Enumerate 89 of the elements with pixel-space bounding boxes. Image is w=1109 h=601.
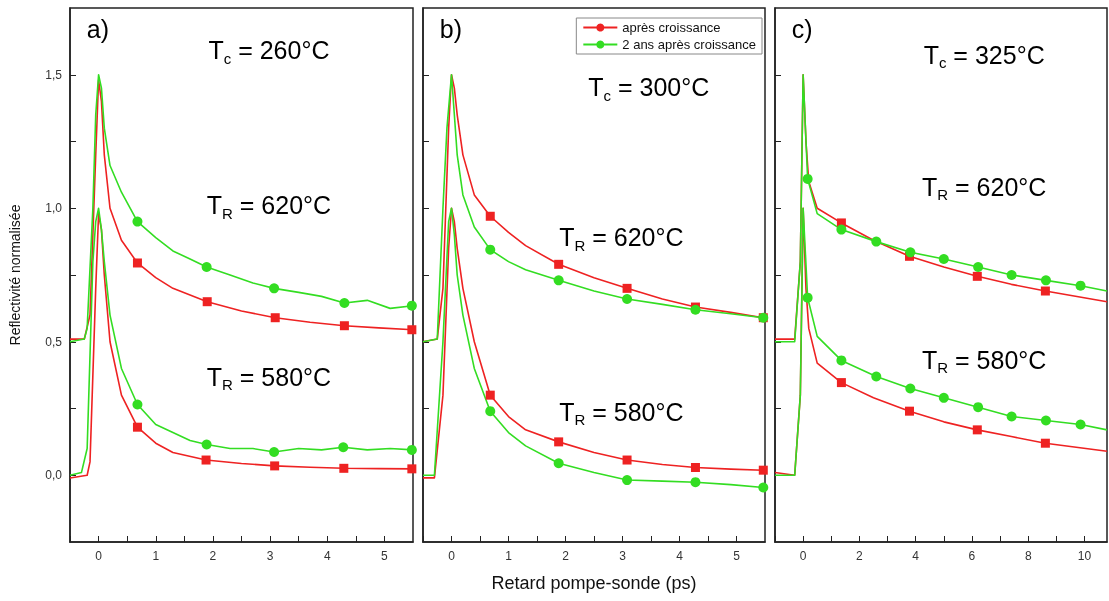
- point: [622, 283, 632, 293]
- point: [1006, 411, 1017, 422]
- point: [1075, 419, 1086, 430]
- annotation: c): [791, 15, 813, 44]
- point: [836, 224, 847, 235]
- x-tick-label: 0: [799, 549, 807, 563]
- x-tick-label: 0: [95, 549, 103, 563]
- point: [1006, 270, 1017, 280]
- x-tick-label: 5: [733, 549, 741, 563]
- y-tick-label: 1,5: [45, 67, 63, 82]
- point: [202, 297, 212, 307]
- point: [938, 392, 949, 403]
- point: [973, 402, 984, 413]
- x-tick-label: 3: [619, 549, 627, 563]
- point: [553, 275, 564, 286]
- x-tick-label: 5: [381, 549, 389, 563]
- point: [938, 253, 949, 264]
- x-tick-label: 3: [266, 549, 274, 563]
- point: [270, 461, 280, 471]
- x-tick-label: 2: [562, 549, 570, 563]
- point: [690, 477, 701, 488]
- point: [269, 283, 280, 294]
- point: [871, 371, 882, 382]
- point: [622, 475, 633, 486]
- x-tick-label: 4: [912, 549, 920, 563]
- point: [485, 244, 496, 255]
- point: [485, 406, 496, 417]
- point: [485, 390, 495, 400]
- point: [132, 216, 143, 227]
- point: [905, 383, 916, 394]
- point: [1040, 438, 1050, 448]
- point: [407, 325, 417, 335]
- x-tick-label: 1: [152, 549, 160, 563]
- point: [406, 300, 417, 311]
- point: [339, 298, 350, 309]
- point: [132, 399, 143, 410]
- point: [1040, 415, 1051, 426]
- point: [836, 378, 846, 388]
- point: [407, 464, 417, 474]
- point: [871, 236, 882, 247]
- point: [905, 247, 916, 258]
- y-tick-label: 1,0: [45, 201, 63, 216]
- point: [132, 422, 142, 432]
- x-tick-label: 4: [676, 549, 684, 563]
- point: [1040, 275, 1051, 286]
- point: [270, 313, 280, 323]
- point: [485, 211, 495, 221]
- x-tick-label: 1: [505, 549, 513, 563]
- point: [554, 437, 564, 447]
- x-tick-label: 0: [448, 549, 456, 563]
- annotation: a): [86, 15, 110, 44]
- x-tick-label: 2: [209, 549, 217, 563]
- x-tick-label: 8: [1024, 549, 1032, 563]
- point: [1040, 286, 1050, 296]
- x-tick-label: 6: [968, 549, 976, 563]
- x-tick-label: 4: [323, 549, 331, 563]
- y-tick-label: 0,5: [45, 334, 63, 349]
- point: [802, 292, 813, 303]
- point: [836, 355, 847, 366]
- point: [339, 463, 349, 473]
- point: [973, 261, 984, 272]
- x-tick-label: 2: [856, 549, 864, 563]
- point: [339, 321, 349, 331]
- annotation: b): [439, 15, 463, 44]
- point: [338, 442, 349, 453]
- point: [622, 294, 633, 305]
- point: [201, 439, 212, 450]
- y-axis-title: Reflectivité normalisée: [7, 204, 23, 346]
- point: [406, 444, 417, 455]
- y-tick-label: 0,0: [45, 468, 63, 483]
- legend-label: après croissance: [622, 20, 721, 35]
- point: [201, 261, 212, 272]
- legend-label: 2 ans après croissance: [622, 37, 757, 52]
- point: [554, 259, 564, 269]
- point: [904, 406, 914, 416]
- point: [1075, 280, 1086, 291]
- point: [972, 425, 982, 435]
- point: [201, 455, 211, 465]
- point: [758, 465, 768, 475]
- point: [690, 463, 700, 473]
- point: [972, 271, 982, 281]
- x-tick-label: 10: [1077, 549, 1092, 563]
- point: [132, 258, 142, 268]
- x-axis-title: Retard pompe-sonde (ps): [491, 573, 697, 593]
- point: [622, 455, 632, 465]
- point: [758, 482, 769, 493]
- point: [802, 173, 813, 184]
- point: [269, 447, 280, 458]
- point: [553, 458, 564, 469]
